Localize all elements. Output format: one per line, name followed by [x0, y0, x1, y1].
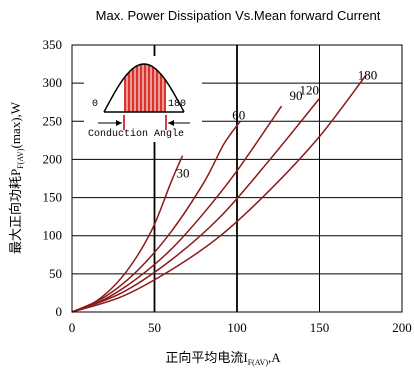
x-tick-label: 0 [69, 320, 76, 335]
y-tick-label: 0 [56, 304, 63, 319]
x-axis-label-sub: F(AV) [248, 358, 269, 367]
y-tick-label: 300 [43, 75, 63, 90]
series-line-60 [71, 120, 241, 313]
series-label-120: 120 [300, 82, 320, 97]
y-tick-label: 350 [43, 37, 63, 52]
conduction-angle-inset: 0 180 Conduction Angle [84, 56, 202, 142]
series-line-180 [71, 75, 367, 313]
x-tick-label: 150 [310, 320, 330, 335]
curves [71, 75, 367, 313]
x-tick-label: 50 [148, 320, 161, 335]
y-axis-label-tail: (max),W [8, 101, 23, 148]
x-tick-label: 200 [392, 320, 412, 335]
y-tick-label: 100 [43, 228, 63, 243]
inset-arrowhead-right [168, 120, 174, 126]
y-tick-label: 150 [43, 190, 63, 205]
inset-caption: Conduction Angle [88, 128, 184, 140]
inset-hatch [124, 64, 166, 112]
y-axis-label: 最大正向功耗PF(AV)(max),W [8, 101, 25, 254]
chart-title: Max. Power Dissipation Vs.Mean forward C… [96, 8, 381, 23]
y-axis-label-main: 最大正向功耗P [8, 169, 23, 254]
series-line-30 [71, 155, 184, 313]
series-line-90 [71, 105, 283, 313]
y-axis-ticks: 0 50 100 150 200 250 300 350 [43, 37, 63, 319]
x-axis-label-main: 正向平均电流I [165, 350, 247, 365]
inset-waveform [103, 63, 185, 113]
inset-arrowhead-left [116, 120, 122, 126]
x-axis-label: 正向平均电流IF(AV),A [165, 350, 281, 367]
x-axis-ticks: 0 50 100 150 200 [69, 320, 412, 335]
x-axis-label-tail: ,A [268, 350, 281, 365]
series-label-90: 90 [290, 88, 303, 103]
y-tick-label: 200 [43, 151, 63, 166]
series-line-120 [71, 97, 321, 313]
plot-frame [71, 44, 403, 313]
inset-label-180: 180 [168, 99, 186, 110]
y-tick-label: 50 [49, 266, 62, 281]
x-tick-label: 100 [227, 320, 247, 335]
series-label-60: 60 [232, 107, 245, 122]
series-label-30: 30 [177, 166, 190, 181]
series-label-180: 180 [358, 68, 378, 83]
inset-label-0: 0 [92, 99, 98, 110]
y-axis-label-sub: F(AV) [16, 148, 25, 169]
y-tick-label: 250 [43, 113, 63, 128]
